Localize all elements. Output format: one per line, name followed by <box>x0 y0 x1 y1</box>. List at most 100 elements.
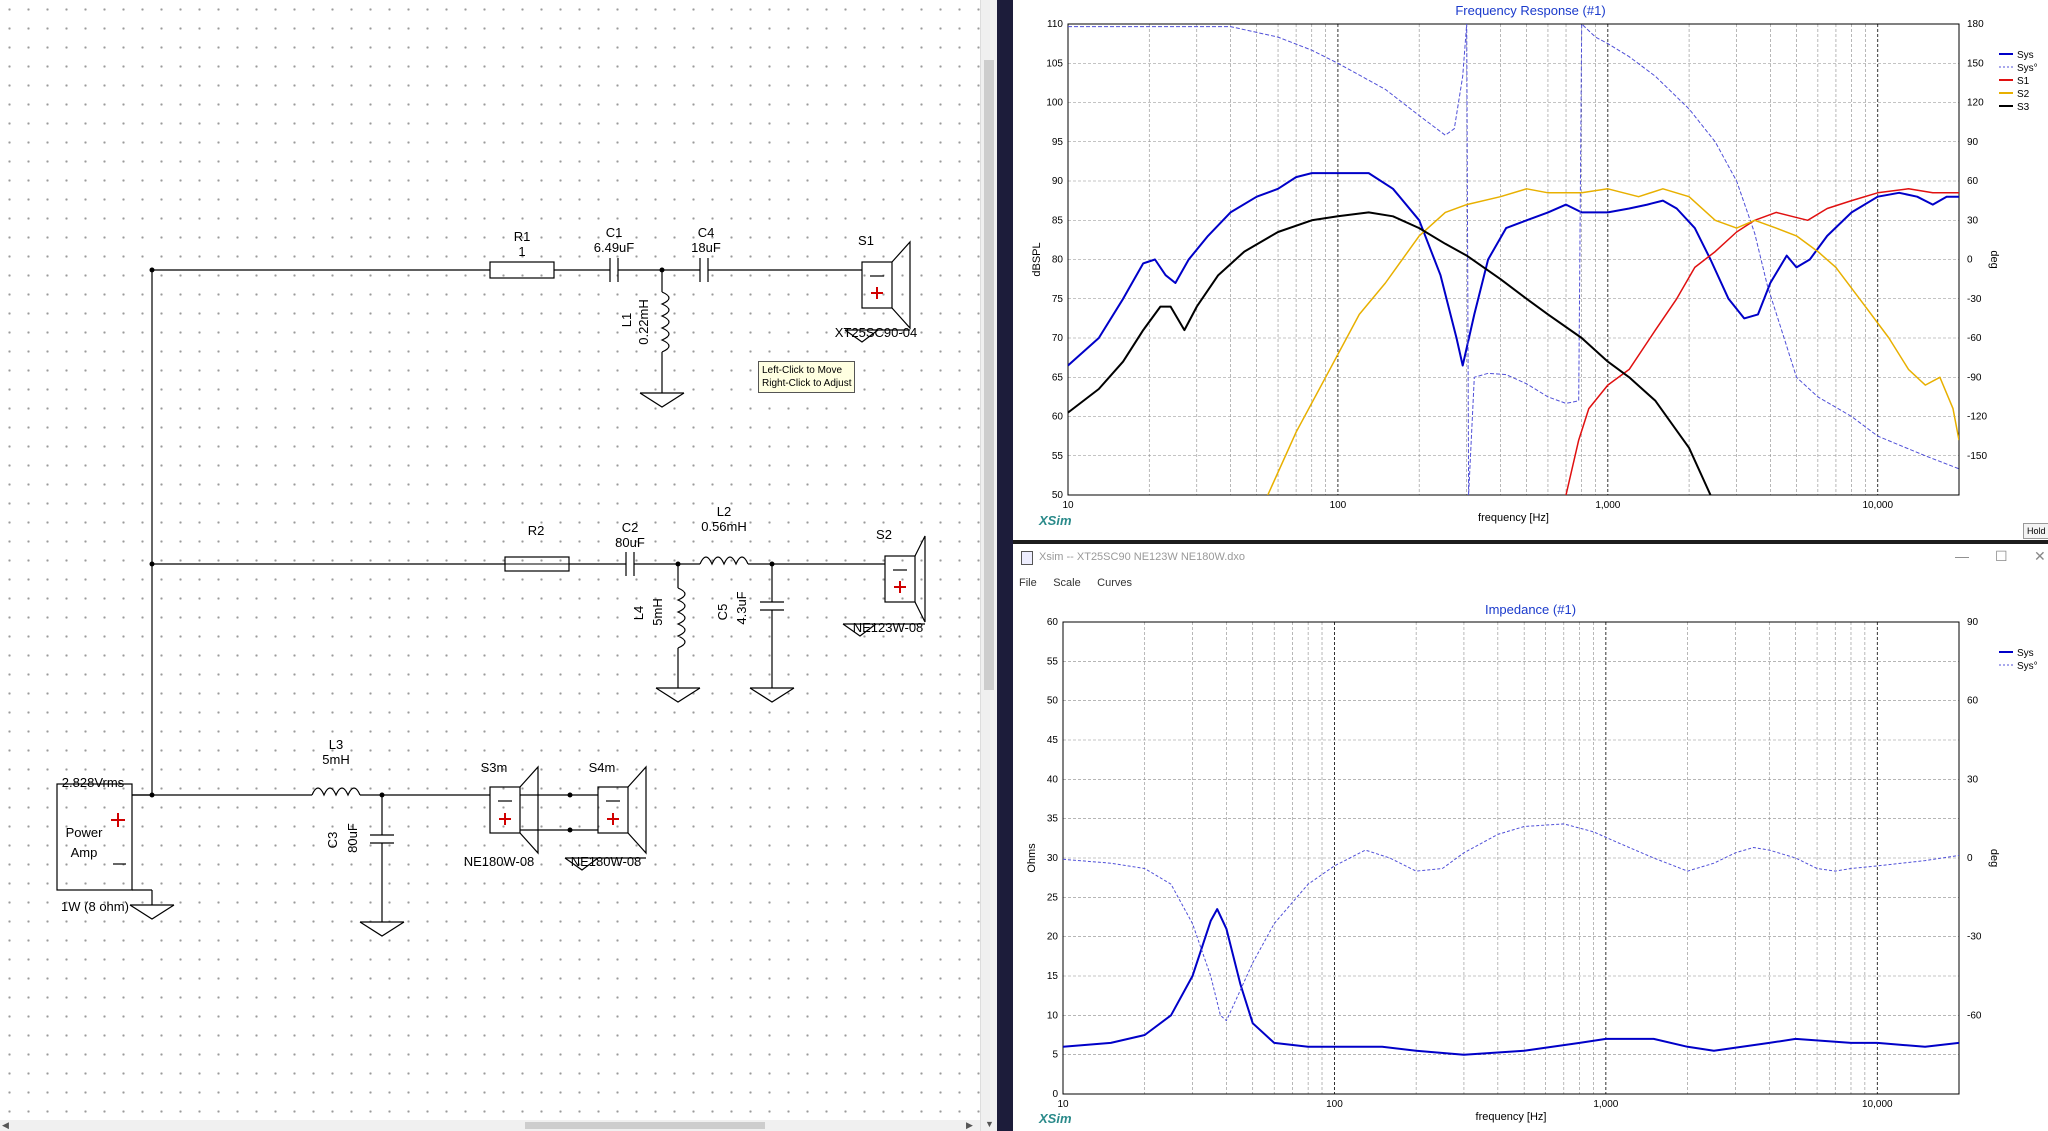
horizontal-scroll-thumb[interactable] <box>525 1122 765 1129</box>
x-tick-label: 100 <box>1326 1099 1343 1110</box>
l3-inductor[interactable] <box>311 787 361 797</box>
y2-tick-label: -120 <box>1967 412 1987 423</box>
y2-tick-label: -60 <box>1967 333 1982 344</box>
y2-tick-label: 0 <box>1967 255 1973 266</box>
y2-axis-label: deg <box>1988 849 2000 867</box>
s3m-speaker[interactable] <box>489 786 521 834</box>
l1-value: 0.22mH <box>636 299 651 345</box>
y2-tick-label: 60 <box>1967 176 1979 187</box>
c4-label: C4 <box>698 225 715 240</box>
scroll-down-icon[interactable]: ▼ <box>985 1119 994 1129</box>
l1-label: L1 <box>619 313 634 327</box>
legend-label: Sys <box>2017 648 2034 659</box>
l3-label: L3 <box>329 737 343 752</box>
vertical-scroll-thumb[interactable] <box>984 60 994 690</box>
y2-tick-label: -150 <box>1967 451 1987 462</box>
window-title: Xsim -- XT25SC90 NE123W NE180W.dxo <box>1039 551 1246 563</box>
series-line-s1 <box>1565 188 1959 495</box>
y-tick-label: 95 <box>1052 137 1064 148</box>
c2-label: C2 <box>622 520 639 535</box>
l4-value: 5mH <box>650 598 665 625</box>
l1-inductor[interactable] <box>660 291 670 353</box>
scroll-right-icon[interactable]: ▶ <box>966 1120 973 1130</box>
schematic-vertical-scrollbar[interactable]: ▼ <box>980 0 998 1131</box>
impedance-titlebar[interactable]: Xsim -- XT25SC90 NE123W NE180W.dxo — ☐ ✕ <box>1013 544 2048 570</box>
series-line-sys <box>1063 908 1959 1056</box>
x-tick-label: 10,000 <box>1862 1099 1893 1110</box>
c4-value: 18uF <box>691 240 721 255</box>
r1-resistor[interactable] <box>489 261 555 279</box>
y-tick-label: 65 <box>1052 372 1064 383</box>
impedance-chart[interactable]: 0 5 10 15 20 25 30 35 40 45 50 55 60 -60 -30 0 30 60 90 10 1… <box>1013 544 2048 1131</box>
legend-label: Sys <box>2017 50 2034 61</box>
y-tick-label: 20 <box>1047 932 1059 943</box>
y-tick-label: 50 <box>1052 490 1064 501</box>
s1-speaker[interactable] <box>861 261 893 309</box>
y-tick-label: 35 <box>1047 814 1059 825</box>
c5-label: C5 <box>715 604 730 621</box>
y2-tick-label: 150 <box>1967 58 1984 69</box>
amp-rating: 1W (8 ohm) <box>61 899 129 914</box>
s1-model: XT25SC90-04 <box>835 325 917 340</box>
tooltip-line-1: Left-Click to Move <box>762 365 843 376</box>
y-tick-label: 110 <box>1047 19 1063 30</box>
y-tick-label: 85 <box>1052 215 1064 226</box>
y-tick-label: 75 <box>1052 294 1064 305</box>
menu-curves[interactable]: Curves <box>1097 577 1133 589</box>
legend-label: Sys° <box>2017 63 2038 74</box>
plot-frame <box>1067 23 1960 496</box>
x-axis-label: frequency [Hz] <box>1478 512 1549 524</box>
l3-value: 5mH <box>322 752 349 767</box>
close-icon[interactable]: ✕ <box>2034 548 2046 564</box>
y-tick-label: 30 <box>1047 853 1059 864</box>
minimize-icon[interactable]: — <box>1955 548 1969 564</box>
imp-chart-title: Impedance (#1) <box>1484 602 1577 617</box>
l2-inductor[interactable] <box>699 556 749 566</box>
x-tick-label: 1,000 <box>1593 1099 1618 1110</box>
legend-label: Sys° <box>2017 661 2038 672</box>
legend-label: S1 <box>2017 76 2030 87</box>
tooltip-line-2: Right-Click to Adjust <box>762 378 852 389</box>
amp-voltage: 2.828Vrms <box>62 775 125 790</box>
app-icon <box>1021 551 1033 565</box>
x-tick-label: 10,000 <box>1862 500 1893 511</box>
schematic-drawing[interactable]: R1 1 C1 6.49uF C4 18uF L1 0.22mH S1 XT25… <box>0 0 980 1120</box>
schematic-canvas[interactable]: R1 1 C1 6.49uF C4 18uF L1 0.22mH S1 XT25… <box>0 0 980 1120</box>
y2-tick-label: 30 <box>1967 774 1979 785</box>
y2-axis-label: deg <box>1988 250 2000 268</box>
impedance-window: Xsim -- XT25SC90 NE123W NE180W.dxo — ☐ ✕… <box>1013 544 2048 1131</box>
l4-label: L4 <box>631 606 646 620</box>
frequency-response-chart[interactable]: 50556065707580859095100105110-150-120-90… <box>1013 0 2048 540</box>
y-tick-label: 70 <box>1052 333 1064 344</box>
y2-tick-label: 120 <box>1967 98 1984 109</box>
series-line-s3 <box>1068 211 1712 495</box>
maximize-icon[interactable]: ☐ <box>1995 548 2008 564</box>
window-divider <box>1013 540 2048 544</box>
y-axis-label: dBSPL <box>1031 242 1043 276</box>
c1-label: C1 <box>606 225 623 240</box>
y2-tick-label: 90 <box>1967 137 1979 148</box>
l2-value: 0.56mH <box>701 519 747 534</box>
y2-tick-label: 30 <box>1967 215 1979 226</box>
series-line-sys-phase <box>1068 24 1959 495</box>
s2-speaker[interactable] <box>884 555 916 603</box>
l4-inductor[interactable] <box>676 587 686 649</box>
r1-value: 1 <box>518 244 525 259</box>
plot-frame <box>1062 621 1960 1095</box>
c2-value: 80uF <box>615 535 645 550</box>
s4m-model: NE180W-08 <box>571 854 642 869</box>
xsim-logo: XSim <box>1039 1111 1072 1126</box>
menu-scale[interactable]: Scale <box>1053 577 1081 589</box>
hold-button[interactable]: Hold <box>2023 523 2048 539</box>
r1-label: R1 <box>514 229 531 244</box>
scroll-left-icon[interactable]: ◀ <box>2 1120 9 1130</box>
legend-label: S2 <box>2017 89 2030 100</box>
power-amp-block[interactable] <box>56 783 133 891</box>
s2-label: S2 <box>876 527 892 542</box>
menu-file[interactable]: File <box>1019 577 1037 589</box>
s4m-speaker[interactable] <box>597 786 629 834</box>
schematic-horizontal-scrollbar[interactable]: ◀ ▶ <box>0 1120 980 1131</box>
y2-tick-label: 90 <box>1967 617 1979 628</box>
amp-name-2: Amp <box>71 845 98 860</box>
y-tick-label: 45 <box>1047 735 1059 746</box>
